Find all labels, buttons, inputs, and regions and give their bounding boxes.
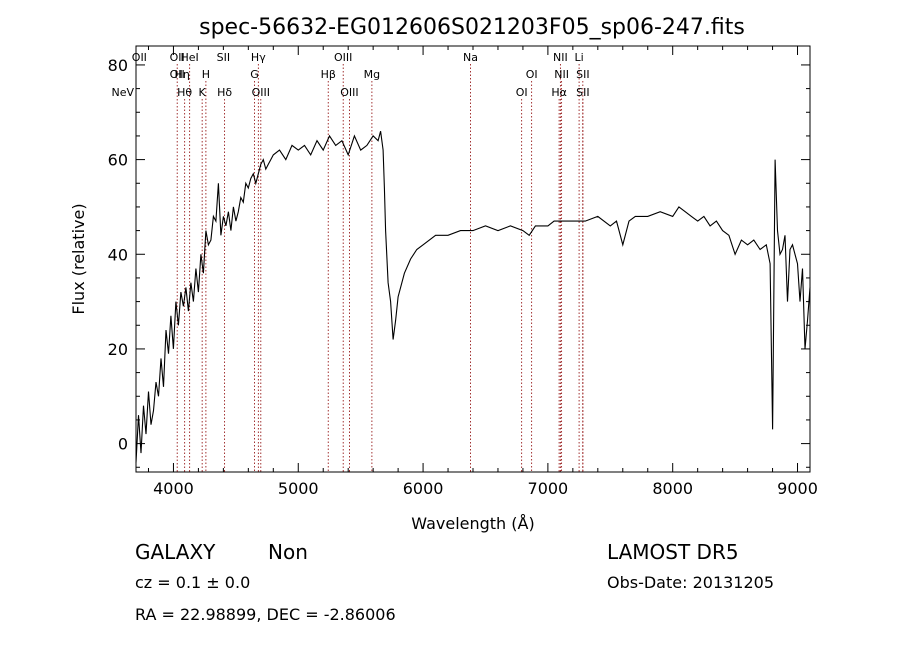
object-subclass: Non [268, 540, 308, 564]
y-tick-label: 40 [108, 245, 128, 264]
spectral-line-label: Hδ [217, 86, 232, 99]
spectral-line-label: OIII [252, 86, 270, 99]
spectral-line-label: OIII [334, 51, 352, 64]
y-tick-label: 20 [108, 340, 128, 359]
spectral-line-label: Hθ [177, 86, 192, 99]
spectral-line-label: OI [526, 68, 538, 81]
survey-release: LAMOST DR5 [607, 540, 739, 564]
redshift-cz: cz = 0.1 ± 0.0 [135, 573, 250, 592]
x-tick-label: 7000 [528, 479, 569, 498]
chart-title: spec-56632-EG012606S021203F05_sp06-247.f… [199, 15, 745, 40]
axis-ticks: 4000 5000 6000 7000 8000 9000 0 20 40 60 80 [108, 46, 818, 498]
x-tick-label: 9000 [777, 479, 818, 498]
x-axis-title: Wavelength (Å) [411, 514, 534, 533]
plot-frame [135, 45, 811, 473]
spectral-line-label: SII [576, 68, 589, 81]
spectral-line-label: Hβ [321, 68, 336, 81]
observation-date: Obs-Date: 20131205 [607, 573, 774, 592]
y-tick-label: 60 [108, 151, 128, 170]
spectral-line-label: Mg [364, 68, 380, 81]
spectral-line-label: HeI [181, 51, 199, 64]
spectral-line-label: OII [132, 51, 147, 64]
y-axis-title: Flux (relative) [69, 203, 88, 314]
ra-dec: RA = 22.98899, DEC = -2.86006 [135, 605, 396, 624]
flux-series-line [135, 131, 811, 463]
spectral-line-label: OI [516, 86, 528, 99]
spectral-line-label: H [202, 68, 210, 81]
spectral-line-label: OII [170, 68, 185, 81]
y-tick-label: 0 [118, 435, 128, 454]
spectral-line-label: Hα [551, 86, 567, 99]
spectral-line-label: NeV [111, 86, 134, 99]
x-tick-label: 4000 [153, 479, 194, 498]
x-tick-label: 8000 [652, 479, 693, 498]
spectral-line-label: NII [554, 68, 569, 81]
object-class: GALAXY [135, 540, 216, 564]
spectral-line-label: Li [574, 51, 583, 64]
spectral-line-label: OIII [340, 86, 358, 99]
spectral-line-label: SII [217, 51, 230, 64]
spectral-line-label: Hγ [251, 51, 266, 64]
spectral-line-label: K [199, 86, 207, 99]
spectral-line-label: SII [576, 86, 589, 99]
x-tick-label: 6000 [403, 479, 444, 498]
spectral-line-label: Hη [175, 68, 190, 81]
y-tick-label: 80 [108, 56, 128, 75]
spectral-line-label: NII [553, 51, 568, 64]
spectral-line-label: G [250, 68, 259, 81]
x-tick-label: 5000 [278, 479, 319, 498]
spectral-line-label: Na [463, 51, 478, 64]
